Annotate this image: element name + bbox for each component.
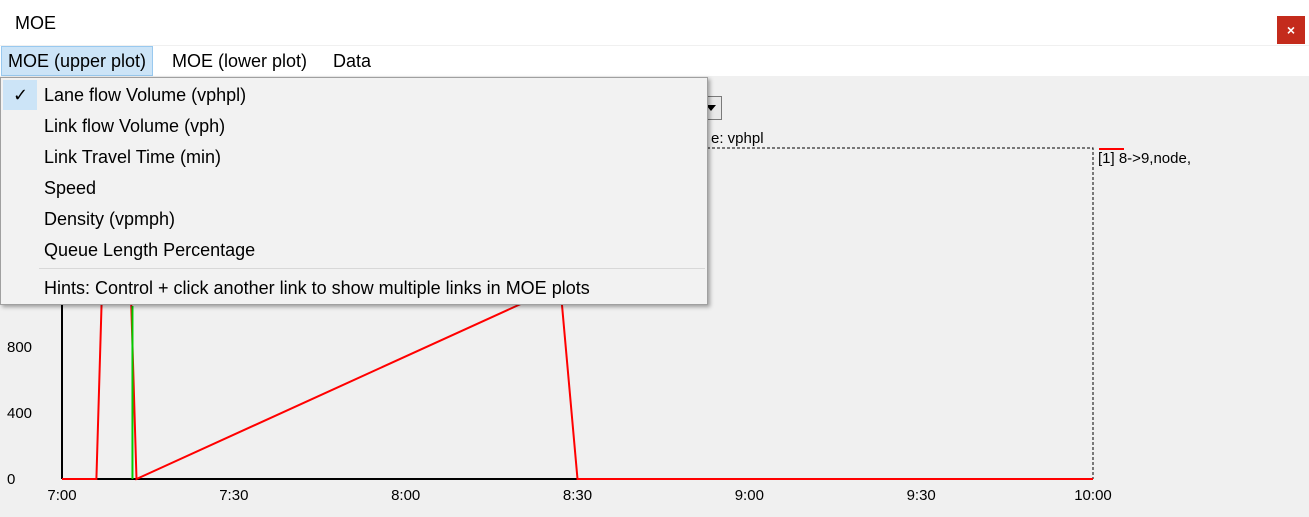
legend-entry: [1] 8->9,node, (1098, 150, 1191, 167)
plot-unit-label: e: vphpl (711, 130, 764, 147)
plot-frame (62, 147, 1094, 479)
y-tick-label: 0 (7, 471, 15, 488)
x-tick-label: 7:30 (219, 487, 248, 504)
x-tick-label: 8:30 (563, 487, 592, 504)
moe-upper-plot-menu: ✓ Lane flow Volume (vphpl) Link flow Vol… (0, 77, 708, 305)
menu-item-label: Link Travel Time (min) (44, 147, 222, 167)
check-highlight (3, 80, 37, 110)
menu-hint-label: Hints: Control + click another link to s… (44, 278, 590, 298)
close-icon: × (1286, 22, 1296, 38)
menu-item-density[interactable]: Density (vpmph) (3, 204, 705, 234)
menu-item-label: Queue Length Percentage (44, 240, 256, 260)
y-tick-label: 400 (7, 405, 32, 422)
menu-data[interactable]: Data (333, 51, 372, 71)
menu-moe-upper-plot[interactable]: MOE (upper plot) (1, 46, 154, 76)
menu-item-lane-flow-volume[interactable]: ✓ Lane flow Volume (vphpl) (3, 80, 705, 110)
menu-item-link-flow-volume[interactable]: Link flow Volume (vph) (3, 111, 705, 141)
moe-upper-plot: 7:00 7:30 8:00 8:30 9:00 9:30 10:00 0 400 800 (7, 147, 1124, 504)
series-line (62, 284, 1093, 481)
menu-item-speed[interactable]: Speed (3, 173, 705, 203)
window-title: MOE (15, 13, 57, 33)
menu-bar: MOE (upper plot) MOE (lower plot) Data (0, 46, 1309, 76)
x-tick-label: 7:00 (47, 487, 76, 504)
x-tick-label: 10:00 (1074, 487, 1112, 504)
x-tick-label: 9:00 (735, 487, 764, 504)
menu-item-label: Speed (44, 178, 97, 198)
moe-plot-area: 7:00 7:30 8:00 8:30 9:00 9:30 10:00 0 400 800 (0, 76, 1309, 517)
menu-item-label: Link flow Volume (vph) (44, 116, 226, 136)
menu-item-link-travel-time[interactable]: Link Travel Time (min) (3, 142, 705, 172)
x-tick-label: 9:30 (907, 487, 936, 504)
menu-separator (39, 268, 705, 269)
menu-item-label: Lane flow Volume (vphpl) (44, 85, 247, 105)
x-tick-label: 8:00 (391, 487, 420, 504)
menu-item-hint: Hints: Control + click another link to s… (3, 273, 705, 303)
chevron-down-icon (706, 105, 716, 111)
menu-item-queue-length-percentage[interactable]: Queue Length Percentage (3, 235, 705, 265)
menu-moe-lower-plot[interactable]: MOE (lower plot) (172, 51, 308, 71)
title-bar: MOE × (0, 0, 1309, 45)
close-button[interactable]: × (1277, 16, 1305, 44)
checkmark-icon: ✓ (13, 85, 29, 105)
menu-item-label: Density (vpmph) (44, 209, 176, 229)
y-tick-label: 800 (7, 339, 32, 356)
